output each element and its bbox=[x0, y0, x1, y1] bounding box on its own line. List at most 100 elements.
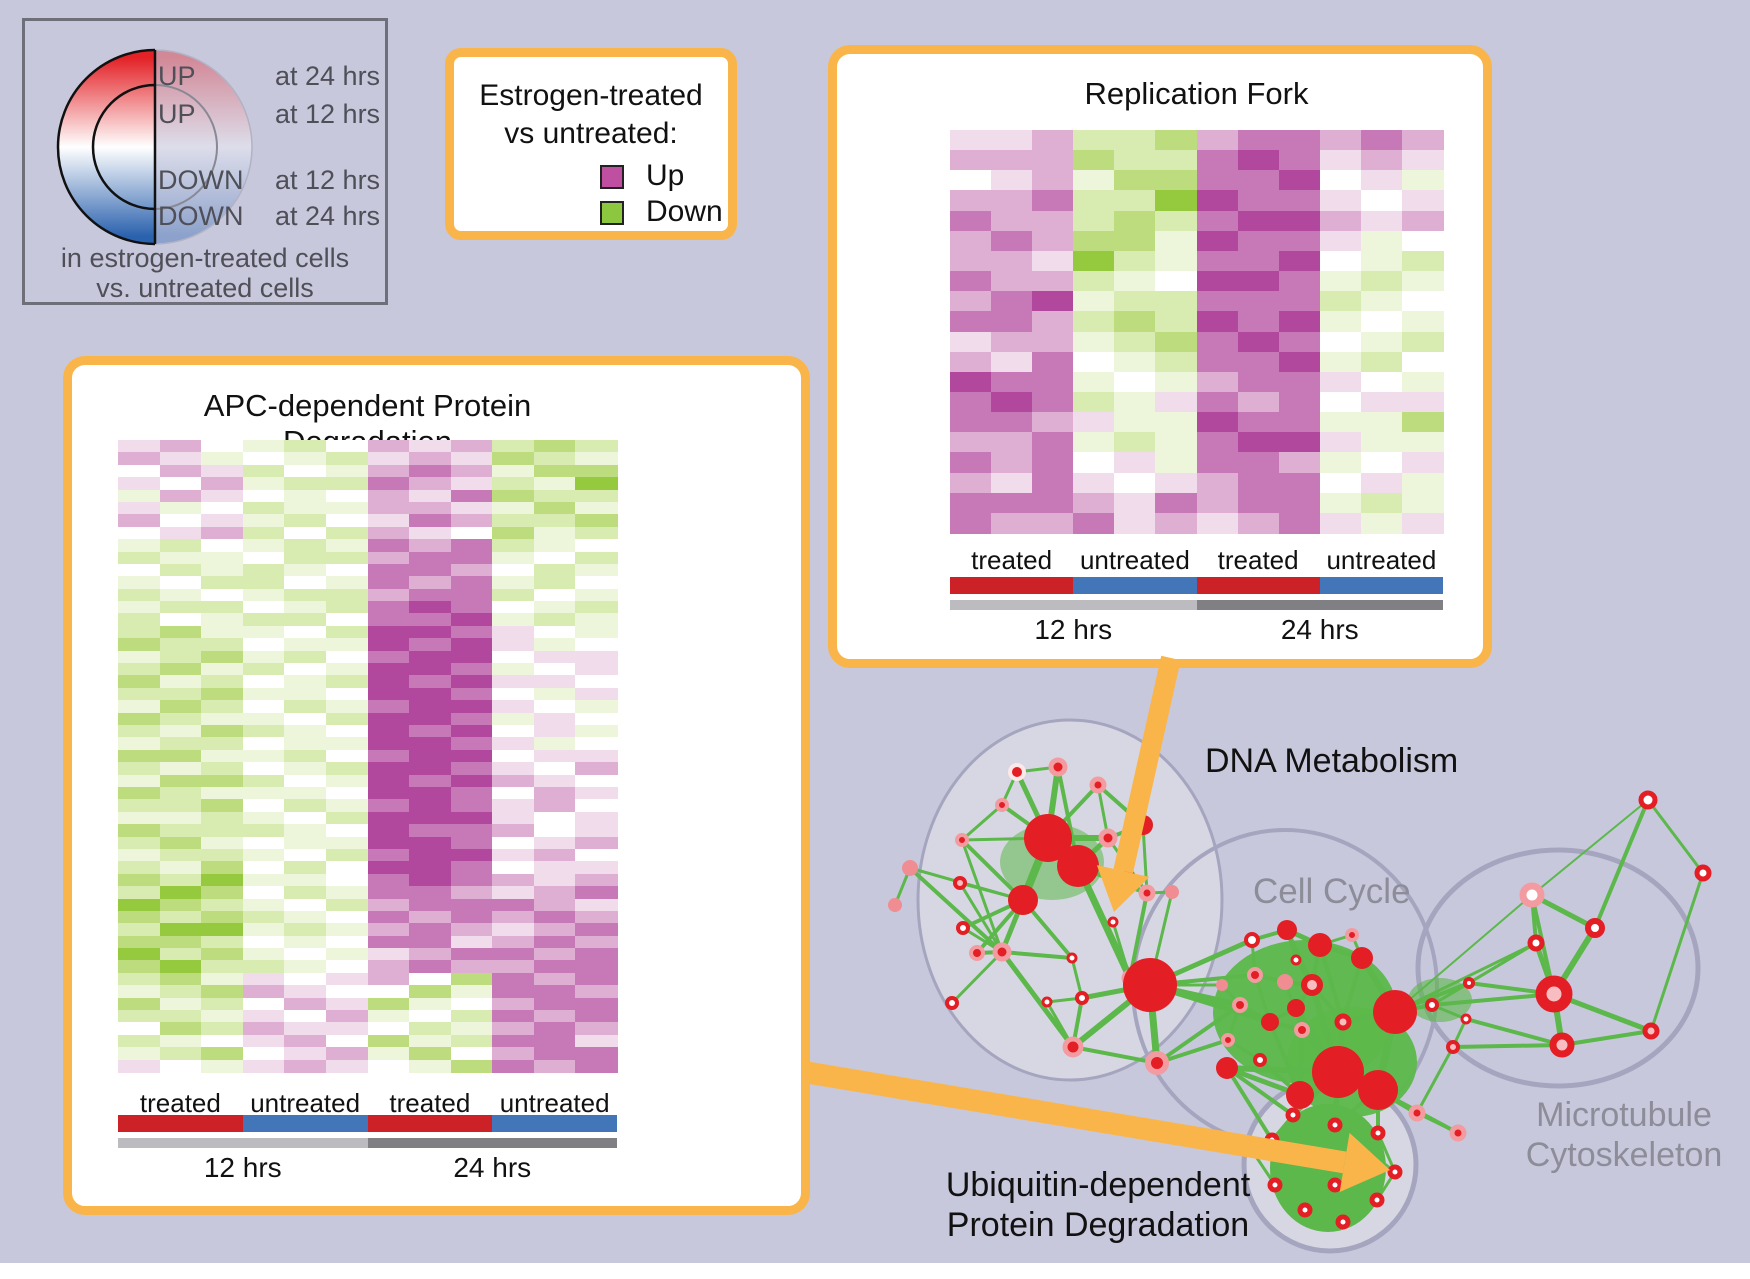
heatmap-cell bbox=[242, 873, 286, 887]
heatmap-cell bbox=[284, 514, 327, 528]
heatmap-cell bbox=[325, 886, 369, 900]
heatmap-cell bbox=[201, 1010, 244, 1024]
heatmap-cell bbox=[1360, 250, 1403, 272]
rep-group-treated-24: treated bbox=[1217, 545, 1299, 575]
heatmap-cell bbox=[1401, 351, 1444, 373]
gene-node bbox=[1277, 920, 1297, 940]
heatmap-cell bbox=[284, 1022, 327, 1036]
heatmap-cell bbox=[575, 440, 618, 454]
heatmap-cell bbox=[118, 588, 161, 602]
heatmap-cell bbox=[409, 663, 452, 677]
heatmap-cell bbox=[367, 824, 410, 838]
heatmap-cell bbox=[159, 601, 202, 615]
gene-node bbox=[1358, 1070, 1398, 1110]
heatmap-cell bbox=[242, 489, 286, 503]
heatmap-cell bbox=[409, 786, 452, 801]
heatmap-cell bbox=[450, 836, 493, 850]
heatmap-cell bbox=[1032, 250, 1074, 272]
heatmap-cell bbox=[450, 576, 493, 590]
heatmap-cell bbox=[201, 563, 244, 577]
heatmap-cell bbox=[1401, 391, 1444, 413]
heatmap-cell bbox=[450, 848, 493, 863]
heatmap-cell bbox=[450, 700, 493, 714]
heatmap-cell bbox=[242, 923, 286, 937]
heatmap-cell bbox=[450, 526, 493, 540]
heatmap-cell bbox=[1319, 291, 1362, 313]
ring-dir-down-12: DOWN bbox=[158, 165, 244, 195]
heatmap-cell bbox=[201, 923, 244, 937]
heatmap-cell bbox=[950, 170, 992, 192]
heatmap-cell bbox=[242, 749, 286, 763]
heatmap-cell bbox=[1401, 130, 1444, 151]
heatmap-cell bbox=[201, 1047, 244, 1061]
heatmap-cell bbox=[325, 601, 369, 615]
heatmap-cell bbox=[284, 737, 327, 751]
heatmap-cell bbox=[367, 799, 410, 813]
gene-node bbox=[1057, 845, 1099, 887]
heatmap-cell bbox=[1155, 351, 1198, 373]
rep-time-24-label: 24 hrs bbox=[1280, 614, 1359, 645]
heatmap-cell bbox=[575, 675, 618, 689]
heatmap-cell bbox=[242, 539, 286, 553]
heatmap-cell bbox=[991, 210, 1033, 232]
heatmap-cell bbox=[284, 985, 327, 999]
heatmap-cell bbox=[409, 452, 452, 466]
heatmap-cell bbox=[242, 514, 286, 528]
heatmap-cell bbox=[575, 452, 618, 466]
heatmap-cell bbox=[201, 489, 244, 503]
heatmap-cell bbox=[159, 861, 202, 875]
heatmap-cell bbox=[1401, 311, 1444, 333]
cluster-label: Cytoskeleton bbox=[1525, 1136, 1723, 1174]
heatmap-cell bbox=[1073, 150, 1116, 171]
gene-node bbox=[1290, 954, 1302, 966]
heatmap-cell bbox=[1237, 150, 1280, 171]
heatmap-cell bbox=[492, 910, 535, 924]
heatmap-cell bbox=[409, 601, 452, 615]
heatmap-cell bbox=[575, 972, 618, 986]
heatmap-cell bbox=[409, 464, 452, 478]
heatmap-cell bbox=[450, 477, 493, 491]
heatmap-cell bbox=[201, 762, 244, 776]
replication-fork-panel: Replication Fork treated untreated treat… bbox=[828, 45, 1492, 668]
heatmap-cell bbox=[492, 1059, 535, 1073]
heatmap-cell bbox=[1360, 291, 1403, 313]
heatmap-cell bbox=[1073, 210, 1116, 232]
heatmap-cell bbox=[1032, 412, 1074, 433]
heatmap-cell bbox=[367, 712, 410, 726]
heatmap-cell bbox=[325, 898, 369, 912]
heatmap-cell bbox=[284, 972, 327, 986]
ring-dir-up-12: UP bbox=[158, 99, 196, 129]
heatmap-cell bbox=[325, 576, 369, 590]
ring-dir-down-24: DOWN bbox=[158, 201, 244, 231]
heatmap-cell bbox=[1032, 311, 1074, 333]
heatmap-cell bbox=[1073, 472, 1116, 494]
gene-node bbox=[1253, 1053, 1267, 1067]
heatmap-cell bbox=[367, 675, 410, 689]
heatmap-cell bbox=[242, 576, 286, 590]
heatmap-cell bbox=[492, 687, 535, 701]
heatmap-cell bbox=[1360, 371, 1403, 393]
heatmap-cell bbox=[159, 737, 202, 751]
heatmap-cell bbox=[409, 960, 452, 974]
heatmap-cell bbox=[201, 737, 244, 751]
heatmap-cell bbox=[950, 512, 992, 534]
heatmap-cell bbox=[159, 824, 202, 838]
heatmap-cell bbox=[284, 489, 327, 503]
heatmap-cell bbox=[991, 170, 1033, 192]
network-edge bbox=[1225, 1066, 1295, 1117]
heatmap-cell bbox=[409, 638, 452, 652]
down-color-swatch bbox=[600, 201, 624, 225]
network-edge bbox=[1561, 1029, 1652, 1047]
heatmap-cell bbox=[575, 489, 618, 503]
heatmap-cell bbox=[201, 588, 244, 602]
heatmap-cell bbox=[325, 824, 369, 838]
heatmap-cell bbox=[284, 923, 327, 937]
heatmap-cell bbox=[284, 675, 327, 689]
heatmap-cell bbox=[201, 811, 244, 825]
heatmap-cell bbox=[492, 762, 535, 776]
heatmap-cell bbox=[1155, 371, 1198, 393]
heatmap-cell bbox=[533, 687, 577, 701]
heatmap-cell bbox=[1196, 170, 1239, 192]
heatmap-cell bbox=[450, 910, 493, 924]
